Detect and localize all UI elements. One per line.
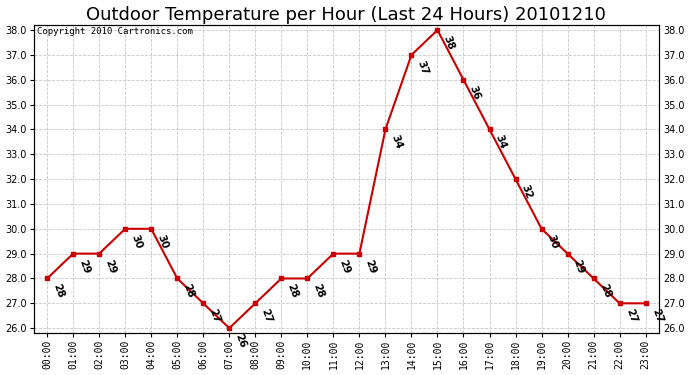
Text: 27: 27 xyxy=(624,308,638,325)
Text: 34: 34 xyxy=(493,134,508,151)
Text: 28: 28 xyxy=(598,283,612,300)
Text: 27: 27 xyxy=(208,308,221,325)
Text: 36: 36 xyxy=(468,84,482,101)
Text: 30: 30 xyxy=(546,233,560,250)
Text: 29: 29 xyxy=(104,258,118,275)
Text: 38: 38 xyxy=(442,34,456,51)
Text: 27: 27 xyxy=(259,308,274,325)
Text: 26: 26 xyxy=(233,332,248,350)
Title: Outdoor Temperature per Hour (Last 24 Hours) 20101210: Outdoor Temperature per Hour (Last 24 Ho… xyxy=(86,6,607,24)
Text: Copyright 2010 Cartronics.com: Copyright 2010 Cartronics.com xyxy=(37,27,193,36)
Text: 30: 30 xyxy=(155,233,170,250)
Text: 29: 29 xyxy=(572,258,586,275)
Text: 28: 28 xyxy=(51,283,66,300)
Text: 29: 29 xyxy=(77,258,92,275)
Text: 29: 29 xyxy=(337,258,352,275)
Text: 28: 28 xyxy=(286,283,300,300)
Text: 27: 27 xyxy=(650,308,664,325)
Text: 32: 32 xyxy=(520,183,534,200)
Text: 34: 34 xyxy=(390,134,404,151)
Text: 28: 28 xyxy=(311,283,326,300)
Text: 30: 30 xyxy=(129,233,144,250)
Text: 29: 29 xyxy=(364,258,378,275)
Text: 28: 28 xyxy=(181,283,196,300)
Text: 37: 37 xyxy=(415,59,430,76)
